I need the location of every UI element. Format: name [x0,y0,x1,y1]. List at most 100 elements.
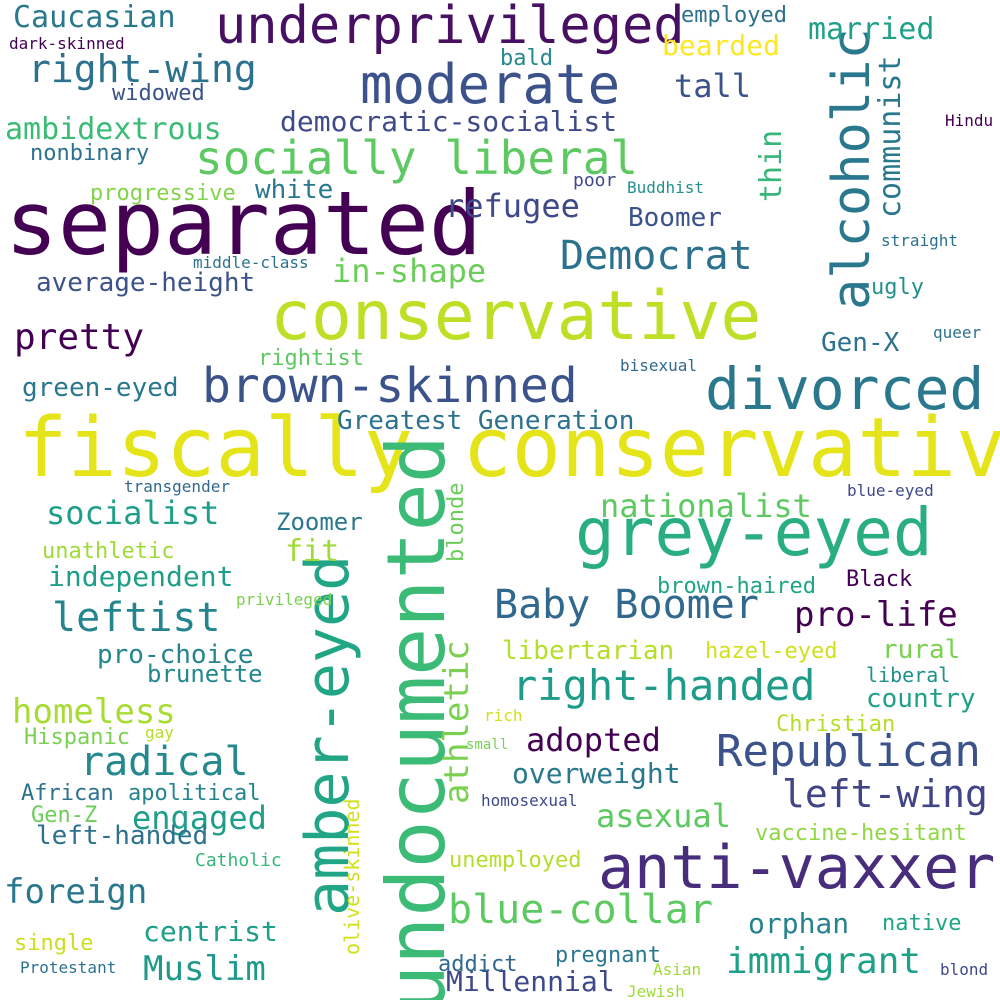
word-queer: queer [933,323,982,342]
word-middle-class: middle-class [193,253,309,272]
word-democratic-socialist: democratic-socialist [280,105,618,138]
word-centrist: centrist [143,915,278,948]
word-gen-z: Gen-Z [31,803,98,828]
word-african: African [21,781,114,806]
word-grey-eyed: grey-eyed [575,494,933,571]
word-underprivileged: underprivileged [215,0,685,56]
word-white: white [255,175,334,205]
word-country: country [866,684,976,714]
word-apolitical: apolitical [128,781,261,806]
word-greatest-generation: Greatest Generation [337,406,635,436]
word-pro-choice: pro-choice [97,640,254,670]
word-bearded: bearded [662,29,781,62]
word-hazel-eyed: hazel-eyed [705,639,838,664]
word-pretty: pretty [14,317,145,358]
word-straight: straight [881,231,959,250]
word-republican: Republican [716,726,981,777]
word-athletic: athletic [437,640,477,804]
word-single: single [14,931,94,956]
word-unathletic: unathletic [42,539,175,564]
word-average-height: average-height [36,268,256,298]
word-right-handed: right-handed [512,661,816,710]
word-fit: fit [285,534,340,569]
word-zoomer: Zoomer [276,508,363,536]
word-hindu: Hindu [945,111,994,130]
word-immigrant: immigrant [726,941,922,982]
word-ambidextrous: ambidextrous [5,112,222,147]
word-bald: bald [500,46,553,71]
word-foreign: foreign [4,872,148,912]
word-anti-vaxxer: anti-vaxxer [598,833,996,903]
word-jewish: Jewish [627,982,685,1000]
word-engaged: engaged [132,799,267,837]
word-unemployed: unemployed [449,848,582,873]
word-socialist: socialist [46,494,220,532]
word-asian: Asian [653,960,702,979]
word-protestant: Protestant [20,958,117,977]
word-right-wing: right-wing [28,47,257,91]
word-fiscally-conservative: fiscally conservative [18,401,1000,496]
word-widowed: widowed [112,81,205,106]
word-brown-haired: brown-haired [657,574,816,599]
word-conservative: conservative [270,277,762,356]
word-brunette: brunette [147,660,263,688]
word-nationalist: nationalist [600,487,812,525]
word-poor: poor [573,170,617,191]
word-transgender: transgender [124,477,230,496]
word-adopted: adopted [526,721,661,759]
word-black: Black [846,567,913,592]
word-married: married [808,12,935,47]
word-blond: blond [940,960,989,979]
word-pregnant: pregnant [555,943,661,968]
word-blonde: blonde [444,482,469,562]
word-communist: communist [873,55,908,218]
word-homeless: homeless [12,692,176,732]
word-refugee: refugee [445,187,580,225]
word-muslim: Muslim [143,949,266,989]
word-baby-boomer: Baby Boomer [494,582,759,628]
word-radical: radical [80,739,249,785]
word-rightist: rightist [258,346,364,371]
word-liberal: liberal [866,663,951,687]
word-privileged: privileged [236,590,333,609]
word-employed: employed [681,3,787,28]
word-asexual: asexual [596,797,731,835]
word-moderate: moderate [360,53,621,116]
word-tall: tall [674,67,752,105]
word-gay: gay [145,723,174,742]
word-nonbinary: nonbinary [30,141,150,166]
word-buddhist: Buddhist [627,178,705,197]
word-libertarian: libertarian [502,636,675,666]
word-orphan: orphan [748,907,850,940]
word-in-shape: in-shape [332,252,487,290]
word-addict: addict [438,952,518,977]
word-independent: independent [48,560,234,593]
word-christian: Christian [776,712,896,737]
word-caucasian: Caucasian [13,0,176,35]
word-ugly: ugly [871,275,924,300]
word-left-handed: left-handed [36,821,209,851]
word-olive-skinned: olive-skinned [340,798,364,955]
word-socially-liberal: socially liberal [195,131,639,185]
word-native: native [882,911,962,936]
word-rural: rural [882,635,961,665]
word-rich: rich [484,706,523,725]
word-boomer: Boomer [628,203,722,233]
word-dark-skinned: dark-skinned [9,34,125,53]
word-pro-life: pro-life [794,595,958,635]
word-blue-collar: blue-collar [448,887,713,933]
word-bisexual: bisexual [620,356,698,375]
word-green-eyed: green-eyed [22,373,179,403]
word-catholic: Catholic [195,850,282,871]
word-divorced: divorced [705,355,985,423]
word-blue-eyed: blue-eyed [847,481,934,500]
word-brown-skinned: brown-skinned [202,358,578,414]
word-separated: separated [5,172,482,275]
word-hispanic: Hispanic [24,725,130,750]
word-progressive: progressive [90,181,236,206]
word-democrat: Democrat [560,233,753,279]
word-left-wing: left-wing [782,772,988,816]
word-homosexual: homosexual [481,791,578,810]
word-alcoholic: alcoholic [822,28,882,310]
